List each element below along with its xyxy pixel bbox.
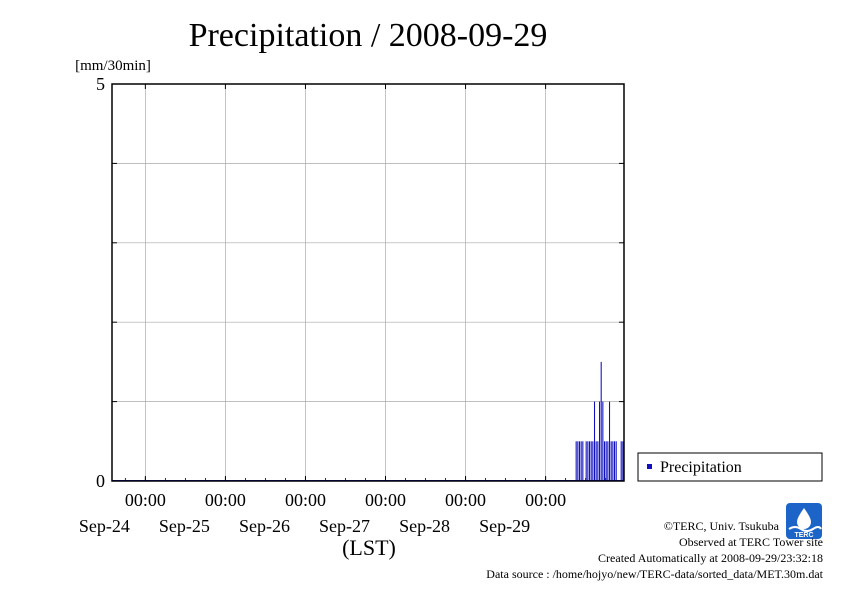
x-tick-date-label: Sep-24 xyxy=(79,516,130,536)
terc-logo-icon: TERC xyxy=(786,503,822,539)
data-source-text: Data source : /home/hojyo/new/TERC-data/… xyxy=(486,567,823,581)
precip-bar xyxy=(610,441,612,481)
x-tick-date-label: Sep-29 xyxy=(479,516,530,536)
precip-bar xyxy=(595,441,597,481)
y-tick-label: 0 xyxy=(96,471,105,491)
precip-bar xyxy=(592,441,594,481)
legend: Precipitation xyxy=(637,452,823,482)
precip-bar xyxy=(607,441,609,481)
plot-frame xyxy=(111,83,625,482)
precip-bar xyxy=(612,441,614,481)
precip-bar xyxy=(620,441,622,481)
y-axis-labels: 05 xyxy=(96,74,105,491)
x-tick-date-label: Sep-27 xyxy=(319,516,370,536)
x-tick-time-label: 00:00 xyxy=(525,490,566,510)
bar-series xyxy=(112,361,624,481)
precip-bar xyxy=(615,441,617,481)
observation-site-text: Observed at TERC Tower site xyxy=(678,535,823,549)
legend-box xyxy=(637,452,823,482)
precip-bar xyxy=(608,401,611,481)
x-tick-time-label: 00:00 xyxy=(365,490,406,510)
created-timestamp-text: Created Automatically at 2008-09-29/23:3… xyxy=(598,551,823,565)
x-tick-date-label: Sep-28 xyxy=(399,516,450,536)
precip-bar xyxy=(622,441,624,481)
x-tick-date-label: Sep-25 xyxy=(159,516,210,536)
copyright-text: ©TERC, Univ. Tsukuba xyxy=(663,519,779,533)
precip-bar xyxy=(580,441,582,481)
precip-bar xyxy=(582,441,584,481)
axis-ticks xyxy=(112,83,624,482)
precip-bar xyxy=(597,441,599,481)
x-axis-labels: 00:00 Sep-24 00:00 Sep-25 00:00 Sep-26 00:00 Se… xyxy=(79,490,566,536)
precip-bar xyxy=(605,441,607,481)
credits: ©TERC, Univ. Tsukuba Observed at TERC To… xyxy=(486,518,823,582)
precip-bar xyxy=(587,441,589,481)
legend-swatch xyxy=(647,464,652,469)
precip-bar xyxy=(593,401,596,481)
precip-bar xyxy=(603,441,606,481)
precip-bar xyxy=(602,401,604,481)
precip-bar xyxy=(598,401,601,481)
y-tick-label: 5 xyxy=(96,74,105,94)
x-tick-time-label: 00:00 xyxy=(445,490,486,510)
precip-bar xyxy=(613,441,616,481)
x-axis-label: (LST) xyxy=(342,535,396,560)
x-tick-date-label: Sep-26 xyxy=(239,516,290,536)
precip-bar xyxy=(600,361,602,481)
precip-bar xyxy=(588,441,591,481)
x-tick-time-label: 00:00 xyxy=(125,490,166,510)
precip-bar xyxy=(575,441,577,481)
logo-text: TERC xyxy=(794,532,813,539)
x-tick-time-label: 00:00 xyxy=(285,490,326,510)
y-axis-unit: [mm/30min] xyxy=(75,58,151,74)
precip-bar xyxy=(590,441,592,481)
legend-label: Precipitation xyxy=(660,459,742,476)
chart-title: Precipitation / 2008-09-29 xyxy=(189,17,548,54)
grid-lines xyxy=(112,83,624,482)
precip-bar xyxy=(578,441,581,481)
precip-bar xyxy=(577,441,579,481)
x-tick-time-label: 00:00 xyxy=(205,490,246,510)
precip-bar xyxy=(585,441,587,481)
